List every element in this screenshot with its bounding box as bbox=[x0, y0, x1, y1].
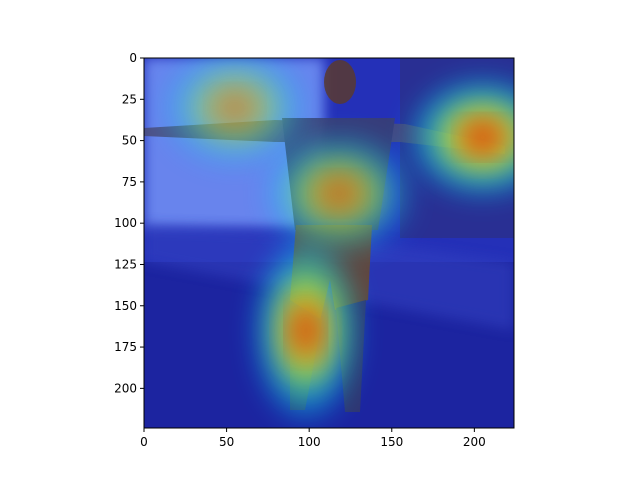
y-tick-label: 175 bbox=[114, 340, 137, 354]
x-axis: 0 50 100 150 200 bbox=[140, 428, 486, 449]
x-tick-label: 200 bbox=[463, 435, 486, 449]
y-tick-label: 100 bbox=[114, 216, 137, 230]
heat-blob-0-layer-4 bbox=[466, 124, 499, 151]
person-head bbox=[324, 60, 356, 104]
y-tick-label: 0 bbox=[129, 51, 137, 65]
heatmap-image bbox=[144, 58, 514, 428]
heat-blob-1-layer-4 bbox=[294, 310, 318, 351]
heat-blob-3-layer-4 bbox=[218, 94, 251, 121]
heat-overlay bbox=[164, 58, 514, 419]
x-tick-label: 150 bbox=[380, 435, 403, 449]
y-tick-label: 150 bbox=[114, 299, 137, 313]
y-axis: 0 25 50 75 100 125 150 175 200 bbox=[114, 51, 144, 395]
x-tick-label: 100 bbox=[298, 435, 321, 449]
y-tick-label: 50 bbox=[122, 134, 137, 148]
y-tick-label: 25 bbox=[122, 92, 137, 106]
x-tick-label: 50 bbox=[219, 435, 234, 449]
x-tick-label: 0 bbox=[140, 435, 148, 449]
plot-frame bbox=[143, 57, 515, 429]
y-tick-label: 200 bbox=[114, 381, 137, 395]
heat-blob-2-layer-4 bbox=[322, 180, 355, 207]
y-tick-label: 125 bbox=[114, 257, 137, 271]
y-tick-label: 75 bbox=[122, 175, 137, 189]
